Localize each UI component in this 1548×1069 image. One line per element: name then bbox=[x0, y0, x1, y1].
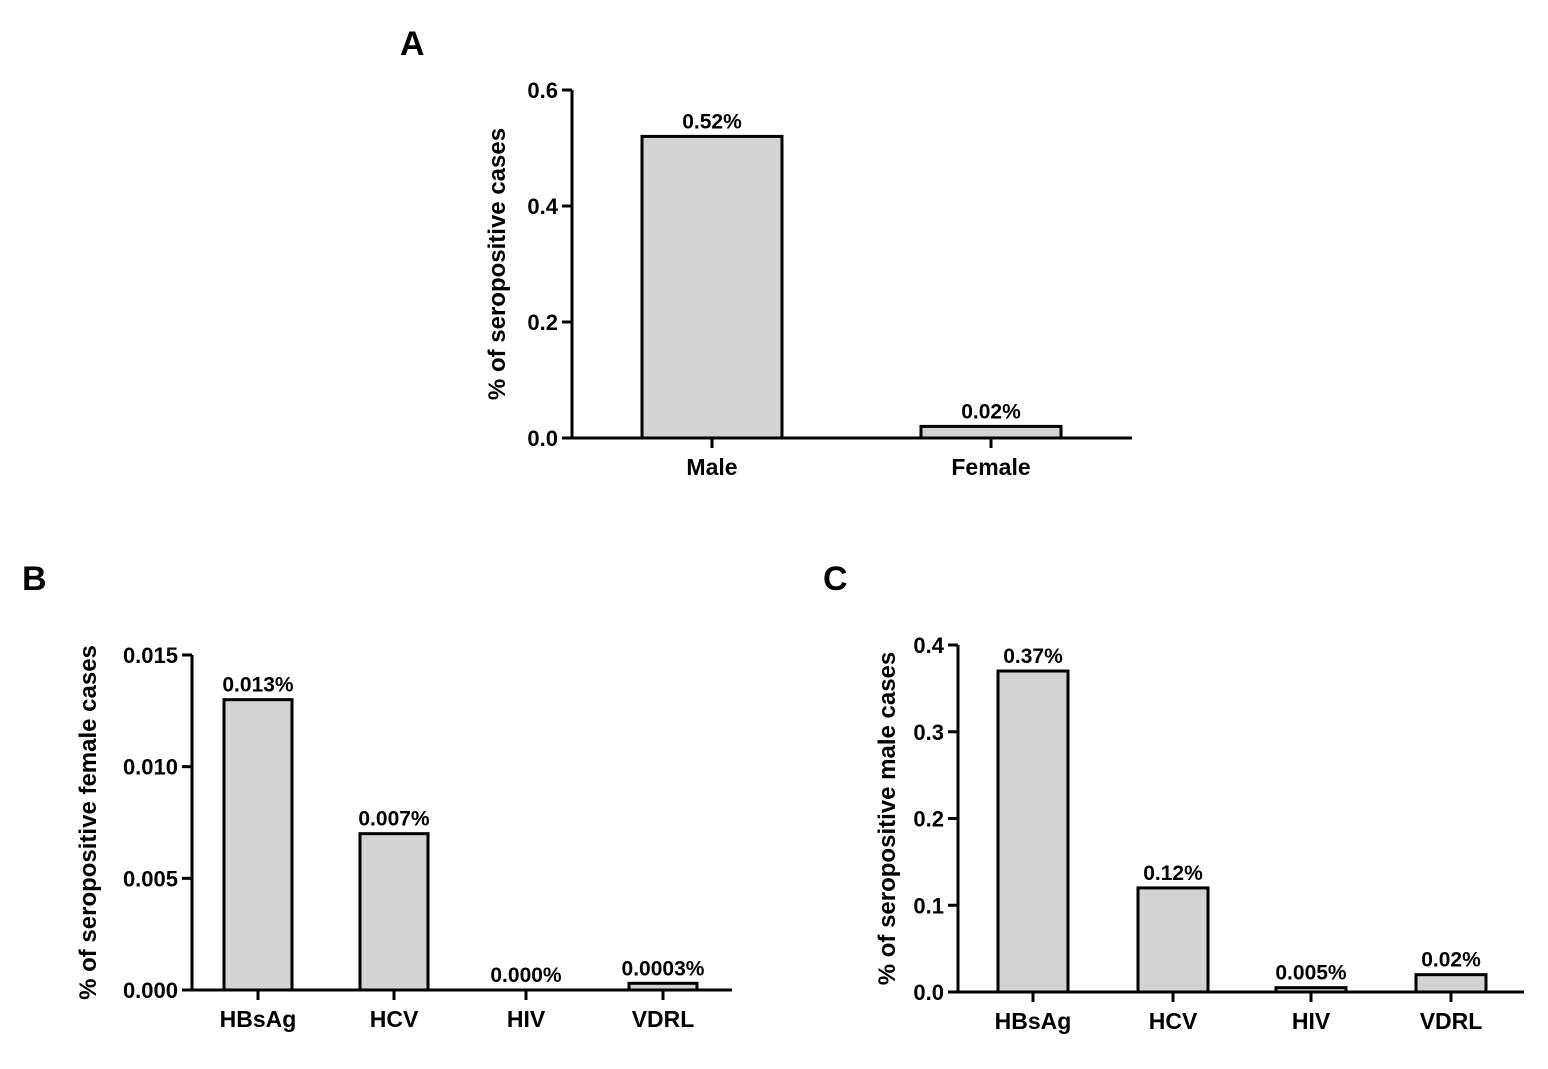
panel-b-data-label: 0.0003% bbox=[622, 957, 705, 980]
panel-c-y-tick-label: 0.3 bbox=[913, 720, 944, 745]
panel-c-data-label: 0.12% bbox=[1143, 862, 1203, 885]
panel-c-y-tick-label: 0.0 bbox=[913, 980, 944, 1005]
panel-b-y-axis-label: % of seropositive female cases bbox=[75, 645, 102, 1000]
panel-a-data-label: 0.02% bbox=[961, 400, 1021, 423]
panel-b-category-label: VDRL bbox=[632, 1006, 695, 1032]
panel-c-data-label: 0.37% bbox=[1003, 645, 1063, 668]
panel-b-category-label: HIV bbox=[507, 1006, 546, 1032]
panel-a-y-tick-label: 0.6 bbox=[527, 78, 558, 103]
panel-a-letter: A bbox=[400, 25, 425, 63]
panel-c-bar-hbsag bbox=[996, 669, 1070, 994]
panel-a-y-axis-label: % of seropositive cases bbox=[484, 128, 511, 400]
panel-b-y-tick-label: 0.010 bbox=[123, 755, 178, 780]
panel-b-data-label: 0.000% bbox=[490, 964, 562, 987]
panel-b-y-tick-label: 0.015 bbox=[123, 643, 178, 668]
panel-c-y-tick-label: 0.2 bbox=[913, 807, 944, 832]
panel-c-category-label: HCV bbox=[1149, 1008, 1198, 1034]
panel-a-category-label: Female bbox=[951, 454, 1030, 480]
panel-c-letter: C bbox=[823, 560, 848, 598]
panel-b-bar-hcv bbox=[358, 832, 430, 992]
panel-a-y-tick-label: 0.2 bbox=[527, 310, 558, 335]
panel-c-y-tick-label: 0.4 bbox=[913, 633, 944, 658]
panel-a-y-tick-label: 0.4 bbox=[527, 194, 558, 219]
panel-c-category-label: VDRL bbox=[1420, 1008, 1483, 1034]
panel-b-y-tick-label: 0.005 bbox=[123, 866, 178, 891]
panel-b-bar-vdrl bbox=[627, 981, 699, 992]
panel-b-letter: B bbox=[22, 560, 47, 598]
panel-c-data-label: 0.02% bbox=[1421, 949, 1481, 972]
panel-b-category-label: HCV bbox=[370, 1006, 419, 1032]
panel-a-data-label: 0.52% bbox=[682, 110, 742, 133]
panel-b-category-label: HBsAg bbox=[220, 1006, 297, 1032]
panel-a-y-tick-label: 0.0 bbox=[527, 426, 558, 451]
panel-b-y-tick-label: 0.000 bbox=[123, 978, 178, 1003]
panel-c-bar-vdrl bbox=[1414, 973, 1488, 994]
panel-a-bar-male bbox=[640, 134, 784, 440]
panel-c-category-label: HIV bbox=[1292, 1008, 1331, 1034]
panel-a-bar-female bbox=[919, 424, 1063, 440]
panel-c-bar-hiv bbox=[1274, 986, 1348, 994]
panel-c-y-axis-label: % of seropositive male cases bbox=[874, 652, 901, 986]
panel-c-category-label: HBsAg bbox=[995, 1008, 1072, 1034]
panel-a-category-label: Male bbox=[686, 454, 737, 480]
panel-c-data-label: 0.005% bbox=[1275, 962, 1347, 985]
panel-b-data-label: 0.007% bbox=[358, 808, 430, 831]
panel-c-y-tick-label: 0.1 bbox=[913, 893, 944, 918]
panel-b-bar-hbsag bbox=[222, 698, 294, 992]
panel-b-data-label: 0.013% bbox=[222, 674, 294, 697]
panel-c-bar-hcv bbox=[1136, 886, 1210, 994]
